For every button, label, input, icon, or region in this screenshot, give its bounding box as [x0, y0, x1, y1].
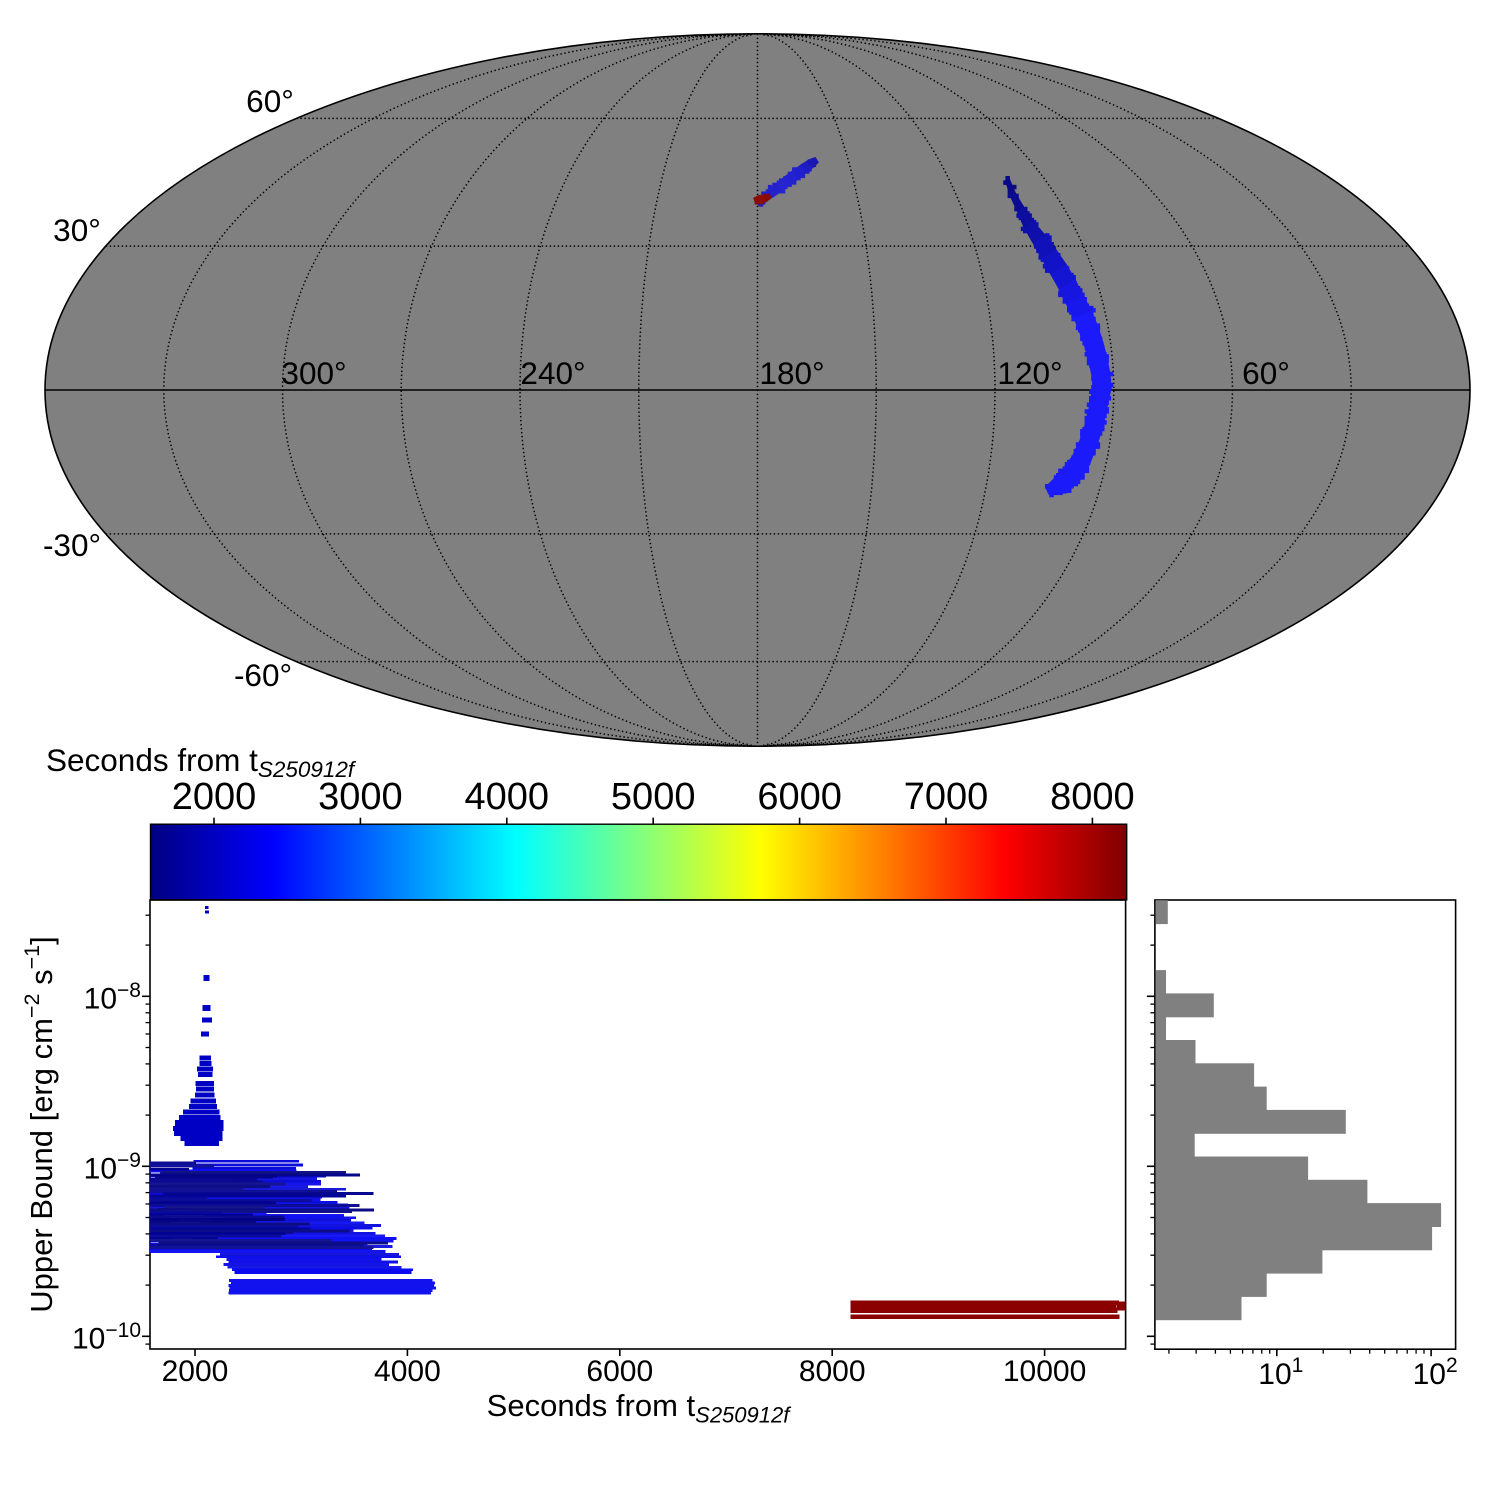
svg-text:Upper Bound [erg cm−2 s−1]: Upper Bound [erg cm−2 s−1] — [20, 936, 59, 1312]
svg-text:4000: 4000 — [374, 1355, 441, 1388]
svg-text:7000: 7000 — [904, 776, 989, 818]
svg-text:8000: 8000 — [799, 1355, 866, 1388]
svg-text:6000: 6000 — [586, 1355, 653, 1388]
svg-text:240°: 240° — [520, 355, 585, 391]
svg-text:60°: 60° — [1242, 355, 1290, 391]
svg-text:60°: 60° — [246, 83, 294, 119]
svg-text:30°: 30° — [53, 212, 101, 248]
svg-text:300°: 300° — [281, 355, 346, 391]
svg-text:10000: 10000 — [1003, 1355, 1086, 1388]
svg-text:-30°: -30° — [43, 527, 101, 563]
svg-text:8000: 8000 — [1050, 776, 1135, 818]
svg-text:120°: 120° — [997, 355, 1062, 391]
svg-text:2000: 2000 — [172, 776, 257, 818]
svg-text:5000: 5000 — [611, 776, 696, 818]
svg-text:6000: 6000 — [757, 776, 842, 818]
svg-text:3000: 3000 — [318, 776, 403, 818]
svg-text:2000: 2000 — [162, 1355, 229, 1388]
svg-text:4000: 4000 — [465, 776, 550, 818]
svg-text:-60°: -60° — [234, 657, 292, 693]
svg-text:180°: 180° — [759, 355, 824, 391]
